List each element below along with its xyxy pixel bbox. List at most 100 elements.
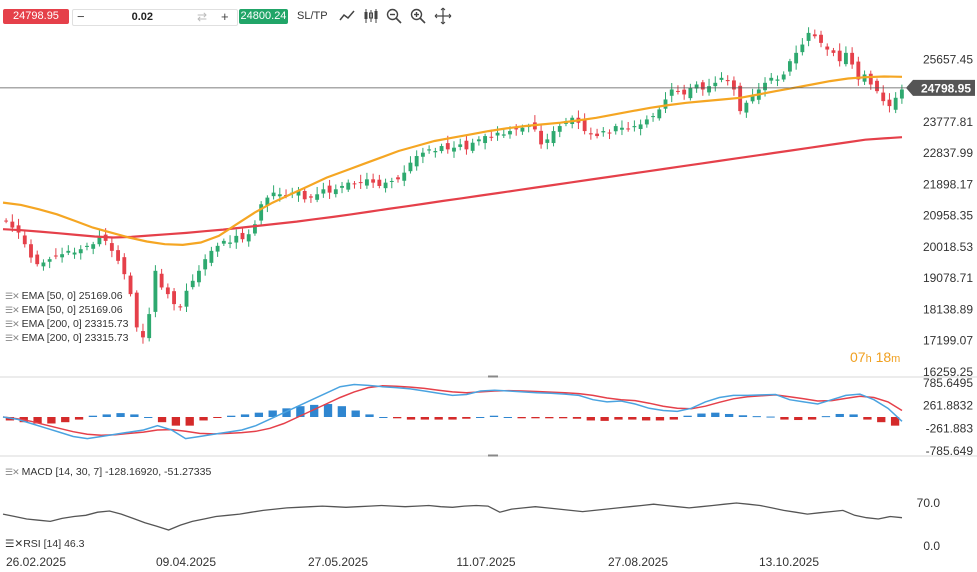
rsi-line bbox=[2, 502, 903, 531]
candle-body bbox=[277, 194, 282, 197]
candle-body bbox=[147, 314, 152, 339]
candle-body bbox=[221, 240, 226, 244]
legend-settings-icon[interactable]: ☰✕ bbox=[5, 319, 20, 329]
zoom-in-icon[interactable] bbox=[409, 7, 427, 25]
candle-body bbox=[427, 149, 432, 151]
macd-histogram bbox=[5, 404, 900, 426]
legend-label: EMA [50, 0] 25169.06 bbox=[21, 290, 123, 302]
sltp-button[interactable]: SL/TP bbox=[297, 10, 328, 22]
macd-hist-bar bbox=[503, 417, 512, 418]
candle-body bbox=[470, 142, 475, 151]
sell-price-button[interactable]: 24798.95 bbox=[3, 9, 69, 24]
candle-body bbox=[626, 128, 631, 130]
candles-icon[interactable] bbox=[362, 7, 380, 25]
candle-body bbox=[253, 224, 257, 234]
macd-hist-bar bbox=[74, 417, 84, 420]
rsi-tick-label: 70.0 bbox=[917, 496, 941, 510]
macd-hist-bar bbox=[406, 417, 416, 420]
candle-body bbox=[159, 273, 164, 288]
candle-body bbox=[800, 44, 805, 53]
macd-hist-bar bbox=[33, 417, 42, 424]
rsi-label: RSI [14] 46.3 bbox=[23, 538, 85, 550]
increase-quantity-button[interactable]: + bbox=[221, 9, 229, 24]
legend-ema200-b[interactable]: ☰✕ EMA [200, 0] 23315.73 bbox=[5, 332, 128, 344]
current-price-tag bbox=[906, 79, 975, 96]
macd-tick-label: -261.883 bbox=[926, 421, 974, 435]
legend-ema50-b[interactable]: ☰✕ EMA [50, 0] 25169.06 bbox=[5, 304, 123, 316]
candle-body bbox=[514, 128, 519, 130]
macd-hist-bar bbox=[614, 417, 623, 420]
legend-ema50-a[interactable]: ☰✕ EMA [50, 0] 25169.06 bbox=[5, 290, 123, 302]
macd-hist-bar bbox=[379, 417, 388, 418]
macd-hist-bar bbox=[835, 413, 844, 417]
legend-ema200-a[interactable]: ☰✕ EMA [200, 0] 23315.73 bbox=[5, 318, 128, 330]
swap-icon: ⇄ bbox=[197, 10, 208, 24]
legend-rsi[interactable]: ☰✕RSI [14] 46.3 bbox=[5, 538, 85, 550]
candle-body bbox=[875, 80, 879, 92]
macd-hist-bar bbox=[711, 412, 720, 418]
legend-label: EMA [200, 0] 23315.73 bbox=[21, 332, 129, 344]
zoom-out-icon[interactable] bbox=[385, 7, 403, 25]
candle-body bbox=[607, 132, 612, 134]
macd-hist-bar bbox=[669, 417, 678, 420]
candles-layer bbox=[4, 27, 904, 344]
macd-hist-bar bbox=[794, 417, 803, 421]
candle-body bbox=[825, 46, 830, 50]
candle-body bbox=[725, 80, 730, 82]
candle-body bbox=[787, 61, 792, 72]
legend-settings-icon[interactable]: ☰✕ bbox=[5, 467, 20, 477]
candle-body bbox=[78, 249, 83, 254]
macd-signal-line bbox=[2, 385, 903, 436]
legend-settings-icon[interactable]: ☰✕ bbox=[5, 305, 20, 315]
crosshair-icon[interactable] bbox=[434, 7, 452, 25]
resize-handle[interactable] bbox=[488, 454, 498, 457]
candle-body bbox=[10, 221, 15, 228]
macd-hist-bar bbox=[448, 417, 457, 420]
candle-body bbox=[887, 99, 892, 107]
macd-hist-bar bbox=[738, 415, 748, 417]
legend-macd[interactable]: ☰✕ MACD [14, 30, 7] -128.16920, -51.27335 bbox=[5, 466, 211, 478]
candle-body bbox=[240, 232, 245, 240]
candle-body bbox=[682, 89, 687, 95]
candle-body bbox=[794, 52, 799, 64]
candle-body bbox=[352, 183, 357, 185]
macd-hist-bar bbox=[821, 416, 831, 418]
price-tick-label: 17199.07 bbox=[923, 334, 973, 348]
candle-body bbox=[41, 262, 46, 267]
resize-handle[interactable] bbox=[488, 375, 498, 378]
candle-body bbox=[308, 196, 313, 198]
macd-hist-bar bbox=[890, 417, 900, 426]
candle-body bbox=[557, 126, 562, 132]
candle-body bbox=[819, 34, 823, 43]
legend-settings-icon[interactable]: ☰✕ bbox=[5, 333, 20, 343]
candle-body bbox=[377, 179, 382, 186]
candle-timer: 07h 18m bbox=[850, 349, 900, 365]
macd-tick-label: -785.649 bbox=[926, 444, 974, 458]
macd-hist-bar bbox=[641, 417, 651, 421]
candle-body bbox=[843, 52, 848, 65]
candle-body bbox=[620, 127, 624, 130]
candle-body bbox=[22, 235, 27, 245]
candle-body bbox=[601, 131, 606, 133]
macd-hist-bar bbox=[697, 413, 706, 417]
quantity-stepper[interactable]: − 0.02 ⇄ + bbox=[72, 9, 238, 26]
candle-body bbox=[91, 244, 96, 249]
macd-hist-bar bbox=[628, 417, 637, 420]
quantity-value[interactable]: 0.02 bbox=[131, 11, 153, 23]
macd-hist-bar bbox=[61, 417, 70, 423]
line-chart-icon[interactable] bbox=[338, 7, 356, 25]
candle-body bbox=[520, 127, 525, 132]
buy-price-button[interactable]: 24800.24 bbox=[239, 9, 288, 24]
candle-body bbox=[109, 243, 114, 251]
decrease-quantity-button[interactable]: − bbox=[77, 9, 85, 24]
candle-body bbox=[713, 82, 718, 87]
legend-settings-icon[interactable]: ☰✕ bbox=[5, 538, 24, 550]
x-tick-label: 09.04.2025 bbox=[156, 555, 216, 569]
price-tick-label: 21898.17 bbox=[923, 177, 973, 191]
legend-settings-icon[interactable]: ☰✕ bbox=[5, 291, 20, 301]
candle-body bbox=[215, 245, 220, 252]
macd-hist-bar bbox=[116, 413, 125, 417]
candle-body bbox=[234, 235, 239, 243]
price-tick-label: 22837.99 bbox=[923, 146, 973, 160]
